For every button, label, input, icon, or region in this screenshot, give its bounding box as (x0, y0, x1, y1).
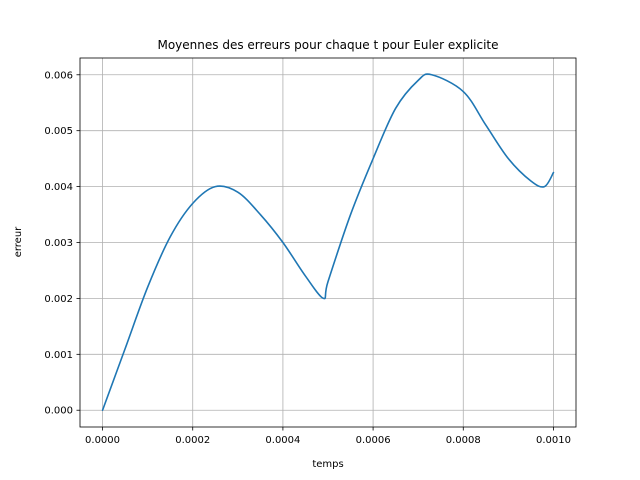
x-tick-label: 0.0002 (175, 435, 210, 446)
y-tick-label: 0.003 (44, 238, 73, 249)
ticks: 0.0000 0.0002 0.0004 0.0006 0.0008 0.0010 0.00… (44, 70, 571, 446)
y-tick-label: 0.004 (44, 182, 73, 193)
x-tick-label: 0.0006 (356, 435, 391, 446)
series-line (101, 73, 555, 412)
x-tick-label: 0.0008 (446, 435, 481, 446)
y-axis-label: erreur (13, 226, 24, 257)
x-tick-label: 0.0010 (536, 435, 571, 446)
y-tick-label: 0.005 (44, 126, 73, 137)
plot-area (101, 73, 555, 412)
x-axis-label: temps (312, 459, 343, 470)
y-tick-label: 0.000 (44, 406, 73, 417)
chart-title: Moyennes des erreurs pour chaque t pour … (157, 38, 498, 52)
x-tick-label: 0.0000 (85, 435, 120, 446)
grid (80, 58, 576, 427)
y-tick-label: 0.006 (44, 70, 73, 81)
y-tick-label: 0.001 (44, 350, 73, 361)
y-tick-label: 0.002 (44, 294, 73, 305)
x-tick-label: 0.0004 (265, 435, 300, 446)
